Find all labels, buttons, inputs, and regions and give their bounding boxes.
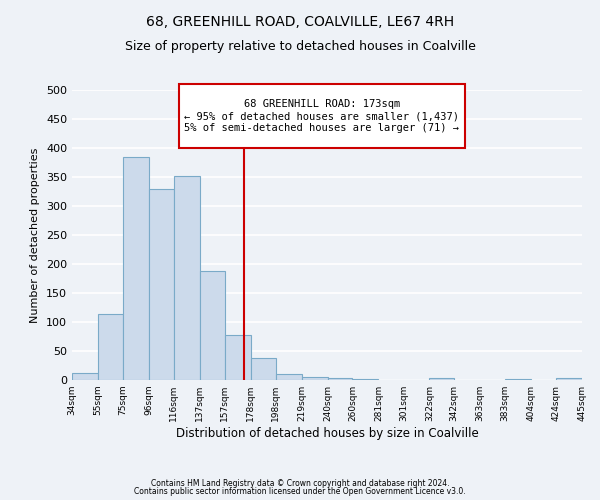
X-axis label: Distribution of detached houses by size in Coalville: Distribution of detached houses by size … (176, 427, 478, 440)
Bar (328, 378, 352, 380)
Y-axis label: Number of detached properties: Number of detached properties (31, 148, 40, 322)
Bar (123, 158, 149, 380)
Bar (149, 188, 174, 380)
Bar (430, 378, 454, 380)
Bar (505, 379, 531, 380)
Text: Contains HM Land Registry data © Crown copyright and database right 2024.: Contains HM Land Registry data © Crown c… (151, 478, 449, 488)
Bar (275, 374, 302, 380)
Bar (98, 314, 123, 380)
Bar (200, 271, 224, 380)
Bar (251, 358, 275, 380)
Text: 68 GREENHILL ROAD: 173sqm
← 95% of detached houses are smaller (1,437)
5% of sem: 68 GREENHILL ROAD: 173sqm ← 95% of detac… (184, 100, 460, 132)
FancyBboxPatch shape (179, 84, 465, 148)
Text: Contains public sector information licensed under the Open Government Licence v3: Contains public sector information licen… (134, 487, 466, 496)
Bar (174, 176, 200, 380)
Text: 68, GREENHILL ROAD, COALVILLE, LE67 4RH: 68, GREENHILL ROAD, COALVILLE, LE67 4RH (146, 15, 454, 29)
Bar (72, 373, 98, 380)
Bar (302, 376, 328, 380)
Text: Size of property relative to detached houses in Coalville: Size of property relative to detached ho… (125, 40, 475, 53)
Bar (556, 378, 582, 380)
Bar (224, 336, 251, 380)
